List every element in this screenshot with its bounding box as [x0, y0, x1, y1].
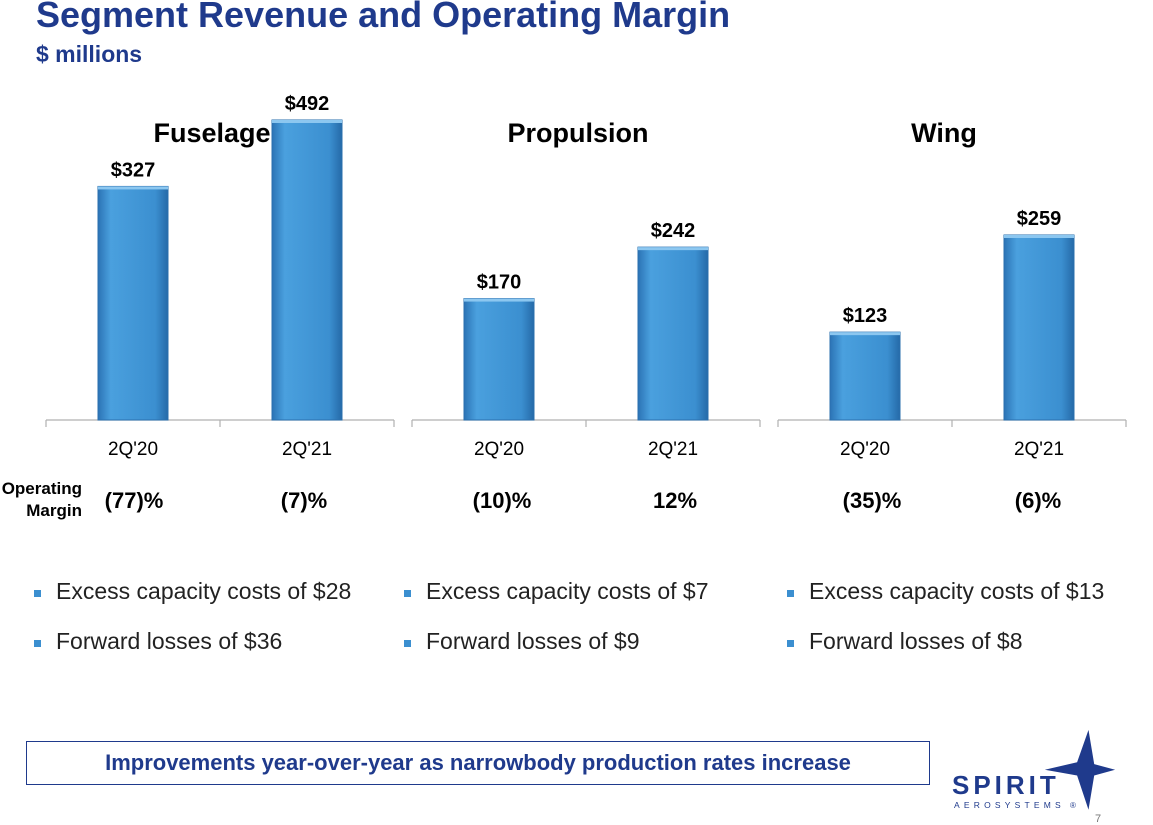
list-item: Excess capacity costs of $28 [34, 578, 414, 628]
list-item: Forward losses of $8 [787, 628, 1153, 678]
bullet-icon [404, 590, 411, 597]
fuselage-notes: Excess capacity costs of $28 Forward los… [34, 578, 414, 678]
bar [829, 331, 901, 421]
propulsion-chart: $170 2Q'20 $242 2Q'21 Propulsion [398, 110, 761, 470]
bar [271, 119, 343, 421]
wing-plot: $123 2Q'20 $259 2Q'21 [777, 208, 1127, 460]
fuselage-plot: $327 2Q'20 $492 2Q'21 [45, 93, 395, 460]
logo-tagline: AEROSYSTEMS [954, 800, 1065, 810]
data-label: $170 [477, 272, 522, 294]
fuselage-margin-2q21: (7)% [280, 488, 328, 513]
page-subtitle: $ millions [36, 41, 143, 67]
page-title: Segment Revenue and Operating Margin [36, 0, 731, 35]
bar [463, 298, 535, 421]
data-label: $242 [651, 220, 696, 242]
bullet-icon [787, 590, 794, 597]
operating-margin-label: Operating Margin [1, 479, 82, 520]
bar-highlight [272, 120, 342, 123]
callout-box: Improvements year-over-year as narrowbod… [26, 741, 930, 785]
bullet-icon [787, 640, 794, 647]
x-tick-label: 2Q'21 [648, 439, 698, 460]
note-text: Excess capacity costs of $7 [426, 578, 709, 604]
star-icon [1044, 730, 1116, 810]
wing-margin-2q21: (6)% [1014, 488, 1062, 513]
list-item: Excess capacity costs of $7 [404, 578, 784, 628]
bar [637, 246, 709, 421]
data-label: $327 [111, 159, 156, 181]
data-label: $492 [285, 93, 330, 115]
logo-registered-mark: ® [1070, 801, 1076, 810]
propulsion-chart-title: Propulsion [507, 118, 649, 148]
data-label: $259 [1017, 208, 1062, 230]
x-tick-label: 2Q'20 [840, 439, 890, 460]
list-item: Forward losses of $36 [34, 628, 414, 678]
logo-name: SPIRIT [952, 770, 1060, 800]
bar-highlight [830, 332, 900, 336]
wing-margin-2q20: (35)% [842, 488, 902, 513]
wing-chart: $123 2Q'20 $259 2Q'21 Wing [764, 110, 1127, 470]
x-tick-label: 2Q'21 [1014, 439, 1064, 460]
note-text: Forward losses of $8 [809, 628, 1023, 654]
x-tick-label: 2Q'21 [282, 439, 332, 460]
note-text: Forward losses of $9 [426, 628, 640, 654]
propulsion-margin-2q21: 12% [652, 488, 698, 513]
wing-chart-title: Wing [911, 118, 977, 148]
x-tick-label: 2Q'20 [108, 439, 158, 460]
list-item: Forward losses of $9 [404, 628, 784, 678]
note-text: Excess capacity costs of $13 [809, 578, 1105, 604]
note-text: Excess capacity costs of $28 [56, 578, 352, 604]
propulsion-margin-2q20: (10)% [472, 488, 532, 513]
note-text: Forward losses of $36 [56, 628, 283, 654]
x-tick-label: 2Q'20 [474, 439, 524, 460]
bar-highlight [464, 298, 534, 302]
list-item: Excess capacity costs of $13 [787, 578, 1153, 628]
fuselage-chart-title: Fuselage [153, 118, 271, 148]
page-number: 7 [1095, 813, 1102, 825]
bullet-icon [404, 640, 411, 647]
data-label: $123 [843, 305, 888, 327]
fuselage-chart: $327 2Q'20 $492 2Q'21 Fuselage [32, 93, 395, 470]
propulsion-notes: Excess capacity costs of $7 Forward loss… [404, 578, 784, 678]
bar-highlight [1004, 235, 1074, 238]
propulsion-plot: $170 2Q'20 $242 2Q'21 [411, 220, 761, 460]
wing-notes: Excess capacity costs of $13 Forward los… [787, 578, 1153, 678]
bullet-icon [34, 640, 41, 647]
bar [97, 185, 169, 421]
spirit-aerosystems-logo: SPIRIT AEROSYSTEMS ® [952, 730, 1116, 810]
bar [1003, 234, 1075, 421]
bar-highlight [98, 186, 168, 190]
fuselage-margin-2q20: (77)% [104, 488, 164, 513]
bullet-icon [34, 590, 41, 597]
bar-highlight [638, 247, 708, 251]
